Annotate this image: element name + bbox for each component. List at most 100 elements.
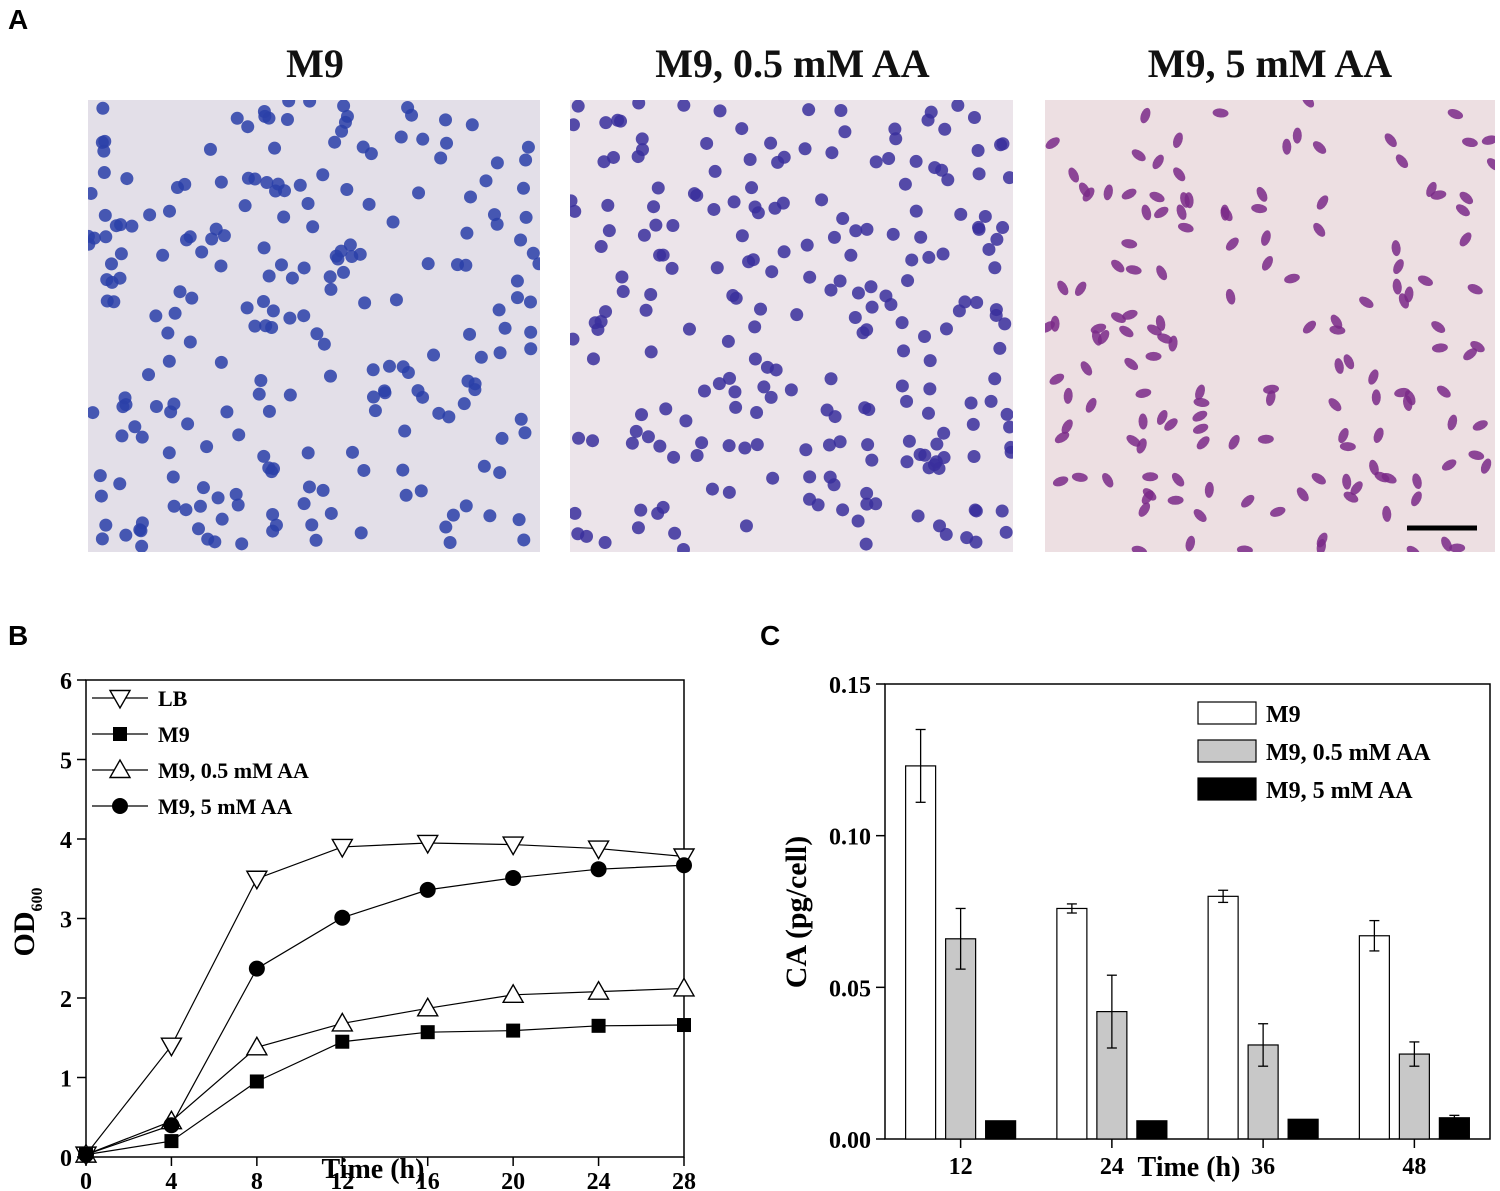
stained-cell	[700, 136, 714, 150]
chart-b-point	[331, 838, 354, 859]
stained-cell	[532, 257, 540, 271]
stained-cell	[635, 132, 649, 146]
stained-cell	[615, 270, 629, 284]
stained-cell	[833, 274, 847, 288]
stained-cell	[382, 359, 396, 373]
stained-cell	[644, 287, 658, 301]
stained-cell	[283, 311, 297, 325]
micrograph-m9-image	[88, 100, 540, 552]
stained-cell	[211, 491, 225, 505]
chart-b-point	[587, 840, 610, 860]
stained-cell	[1441, 459, 1457, 471]
chart-b-ylabel-subscript: 600	[29, 888, 46, 912]
chart-b-series-line	[85, 864, 685, 1156]
chart-b-ytick-label: 2	[60, 987, 72, 1013]
chart-c-bar	[1398, 1053, 1430, 1140]
stained-cell	[523, 295, 537, 309]
stained-cell	[421, 257, 435, 271]
stained-cell	[748, 352, 762, 366]
stained-cell	[1459, 191, 1474, 205]
stained-cell	[1261, 230, 1271, 246]
stained-cell	[765, 265, 779, 279]
stained-cell	[1449, 543, 1466, 552]
stained-cell	[859, 537, 873, 551]
stained-cell	[248, 319, 262, 333]
stained-cell	[969, 504, 983, 518]
stained-cell	[335, 124, 349, 138]
chart-b-point	[249, 1074, 264, 1089]
stained-cell	[1061, 419, 1073, 434]
stained-cell	[514, 412, 528, 426]
stained-cell	[1147, 324, 1162, 336]
chart-b-point	[113, 727, 127, 741]
stained-cell	[1180, 192, 1190, 208]
stained-cell	[1470, 340, 1485, 353]
chart-b-legend: LB M9 M9, 0.5 mM AA M9, 5 mM AA	[92, 686, 309, 819]
stained-cell	[1261, 255, 1273, 271]
stained-cell	[364, 147, 378, 161]
stained-cell	[493, 466, 507, 480]
chart-c-xtick-label: 24	[1100, 1154, 1124, 1180]
stained-cell	[748, 320, 762, 334]
stained-cell	[1436, 385, 1451, 398]
stained-cell	[495, 431, 509, 445]
stained-cell	[836, 212, 850, 226]
stained-cell	[828, 410, 842, 424]
stained-cell	[989, 308, 1003, 322]
stained-cell	[517, 533, 531, 547]
stained-cell	[803, 270, 817, 284]
stained-cell	[586, 352, 600, 366]
stained-cell	[1472, 420, 1488, 431]
stained-cell	[235, 537, 249, 551]
stained-cell	[651, 181, 665, 195]
stained-cell	[729, 291, 743, 305]
stained-cell	[510, 274, 524, 288]
stained-cell	[149, 399, 163, 413]
stained-cell	[1392, 278, 1402, 295]
stained-cell	[1373, 427, 1384, 443]
chart-c-bar	[1056, 907, 1088, 1140]
stained-cell	[519, 210, 533, 224]
panel-label-a: A	[8, 4, 29, 35]
stained-cell	[1003, 420, 1013, 434]
stained-cell	[641, 430, 655, 444]
chart-c-bar	[1287, 1118, 1319, 1140]
stained-cell	[798, 142, 812, 156]
stained-cell	[941, 173, 955, 187]
stained-cell	[729, 400, 743, 414]
stained-cell	[1196, 436, 1210, 450]
stained-cell	[921, 406, 935, 420]
stained-cell	[743, 152, 757, 166]
stained-cell	[803, 470, 817, 484]
stained-cell	[932, 519, 946, 533]
stained-cell	[1251, 203, 1268, 214]
stained-cell	[135, 539, 149, 552]
stained-cell	[94, 489, 108, 503]
chart-b-point	[587, 980, 610, 1000]
stained-cell	[115, 429, 129, 443]
stained-cell	[345, 250, 359, 264]
chart-b-xtick-label: 20	[501, 1169, 525, 1190]
stained-cell	[735, 122, 749, 136]
chart-b-point	[672, 977, 696, 997]
stained-cell	[909, 204, 923, 218]
stained-cell	[802, 103, 816, 117]
stained-cell	[1054, 431, 1070, 444]
stained-cell	[616, 285, 630, 299]
stained-cell	[1045, 321, 1055, 333]
stained-cell	[922, 250, 936, 264]
micrograph-m9-5mm-aa-image	[1045, 100, 1495, 552]
stained-cell	[498, 321, 512, 335]
stained-cell	[1111, 312, 1126, 324]
chart-b-legend-label: M9, 0.5 mM AA	[158, 758, 309, 783]
stained-cell	[1270, 506, 1286, 517]
stained-cell	[1185, 535, 1196, 552]
stained-cell	[923, 354, 937, 368]
stained-cell	[297, 309, 311, 323]
stained-cell	[257, 449, 271, 463]
stained-cell	[690, 188, 704, 202]
stained-cell	[1225, 237, 1239, 251]
stained-cell	[135, 430, 149, 444]
stained-cell	[1177, 222, 1194, 233]
stained-cell	[479, 174, 493, 188]
